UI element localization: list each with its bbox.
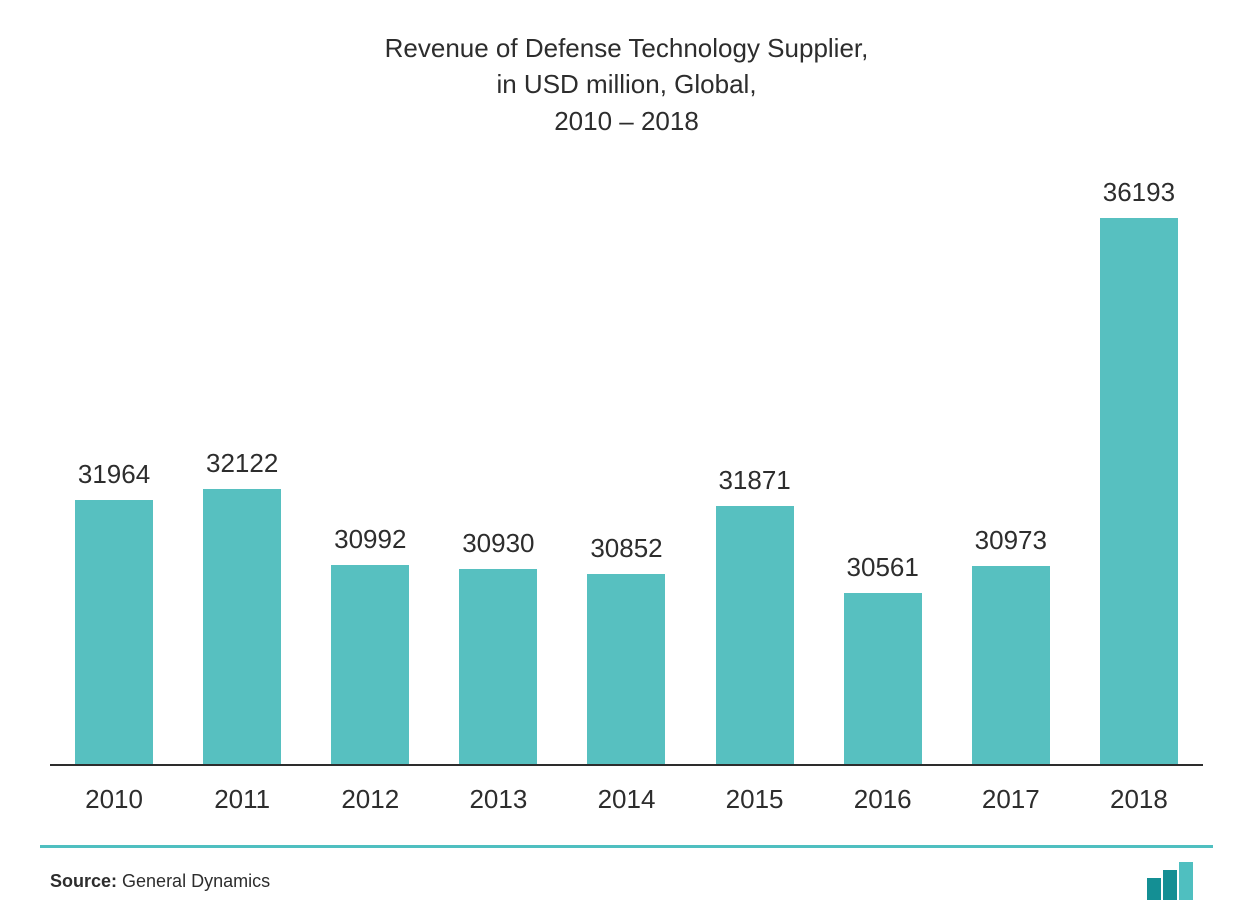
bar	[203, 489, 281, 764]
brand-logo-icon	[1147, 862, 1213, 900]
bar	[331, 565, 409, 764]
logo-bar	[1147, 878, 1161, 900]
bar-group: 30561	[819, 169, 947, 764]
x-label: 2015	[691, 784, 819, 815]
chart-container: Revenue of Defense Technology Supplier, …	[0, 0, 1253, 920]
bar-group: 32122	[178, 169, 306, 764]
bar-group: 30852	[562, 169, 690, 764]
bar-value-label: 30973	[975, 525, 1047, 556]
x-label: 2011	[178, 784, 306, 815]
bar	[716, 506, 794, 764]
bar-group: 30992	[306, 169, 434, 764]
x-label: 2017	[947, 784, 1075, 815]
source-citation: Source: General Dynamics	[40, 871, 270, 892]
logo-bar	[1163, 870, 1177, 900]
bar-group: 30930	[434, 169, 562, 764]
bar-value-label: 30852	[590, 533, 662, 564]
bar	[844, 593, 922, 764]
bar	[587, 574, 665, 764]
bar-value-label: 31964	[78, 459, 150, 490]
chart-footer: Source: General Dynamics	[40, 845, 1213, 900]
bar	[972, 566, 1050, 764]
bar-group: 36193	[1075, 169, 1203, 764]
bar-value-label: 36193	[1103, 177, 1175, 208]
bar-value-label: 30930	[462, 528, 534, 559]
bar-value-label: 31871	[718, 465, 790, 496]
x-label: 2010	[50, 784, 178, 815]
source-prefix: Source:	[50, 871, 122, 891]
source-name: General Dynamics	[122, 871, 270, 891]
x-axis-labels: 2010 2011 2012 2013 2014 2015 2016 2017 …	[40, 766, 1213, 815]
x-label: 2013	[434, 784, 562, 815]
bar-value-label: 30992	[334, 524, 406, 555]
x-label: 2012	[306, 784, 434, 815]
bar-value-label: 30561	[847, 552, 919, 583]
plot-area: 31964 32122 30992 30930 30852 31871	[40, 149, 1213, 766]
logo-bar	[1179, 862, 1193, 900]
x-label: 2014	[562, 784, 690, 815]
bars-row: 31964 32122 30992 30930 30852 31871	[50, 169, 1203, 766]
bar	[459, 569, 537, 764]
bar-group: 31964	[50, 169, 178, 764]
x-label: 2018	[1075, 784, 1203, 815]
chart-title: Revenue of Defense Technology Supplier, …	[40, 30, 1213, 139]
bar	[1100, 218, 1178, 764]
bar-value-label: 32122	[206, 448, 278, 479]
bar-group: 31871	[691, 169, 819, 764]
x-label: 2016	[819, 784, 947, 815]
bar	[75, 500, 153, 764]
bar-group: 30973	[947, 169, 1075, 764]
